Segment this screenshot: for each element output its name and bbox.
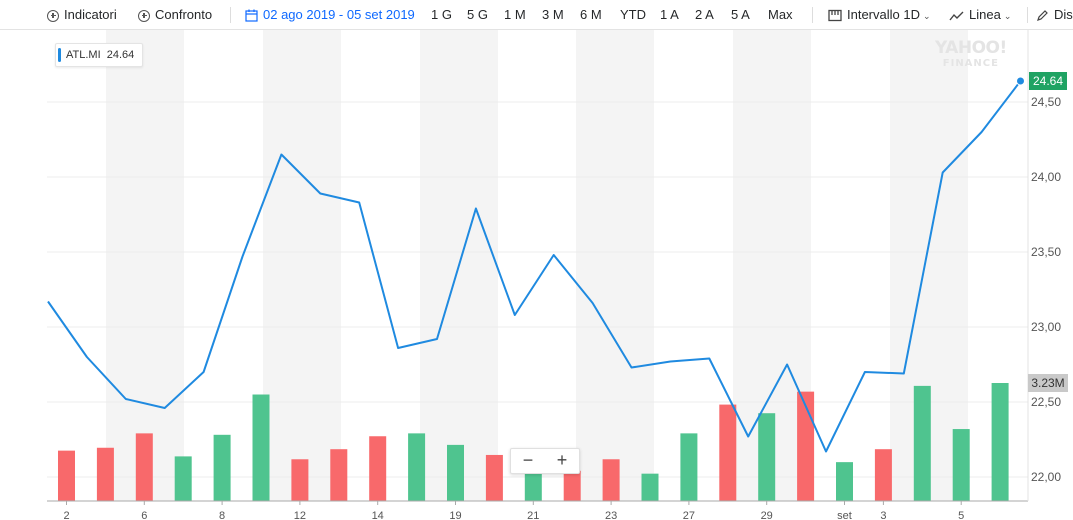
divider	[1027, 7, 1028, 23]
volume-bar	[602, 459, 620, 501]
x-tick-label: 8	[219, 510, 225, 520]
price-badge-label: 24.64	[1033, 74, 1063, 88]
volume-bar	[447, 444, 464, 501]
range-5y-button[interactable]: 5 A	[731, 7, 750, 22]
divider	[230, 7, 231, 23]
volume-bar	[991, 383, 1009, 501]
price-chart: 22,00 22,50 23,00 23,50 24,00 24,50 2 6 8 12 14 19 2…	[47, 30, 1068, 520]
chevron-down-icon: ⌄	[922, 11, 931, 21]
y-tick-label: 23,50	[1031, 245, 1061, 259]
volume-bar	[952, 429, 970, 501]
volume-bar	[874, 449, 892, 501]
week-band	[576, 30, 654, 501]
x-tick-label: 29	[761, 510, 773, 520]
y-tick-label: 24,50	[1031, 95, 1061, 109]
legend-ticker: ATL.MI	[66, 49, 101, 61]
zoom-out-button[interactable]: −	[522, 450, 534, 470]
range-1m-button[interactable]: 1 M	[504, 7, 526, 22]
calendar-icon	[245, 9, 258, 22]
price-series	[47, 76, 1025, 453]
volume-bar	[213, 434, 231, 501]
volume-bar	[58, 450, 75, 501]
x-tick-label: 2	[63, 510, 69, 520]
volume-bar	[641, 473, 659, 501]
zoom-controls: − +	[510, 448, 580, 474]
range-2y-button[interactable]: 2 A	[695, 7, 714, 22]
price-badge	[1029, 72, 1067, 90]
chart-type-dropdown[interactable]: Linea ⌄	[949, 6, 1011, 24]
compare-button[interactable]: Confronto	[138, 6, 212, 24]
volume-bar	[369, 436, 387, 501]
add-circle-icon	[138, 9, 150, 22]
legend-value: 24.64	[106, 49, 135, 61]
axes: 22,00 22,50 23,00 23,50 24,00 24,50 2 6 8 12 14 19 2…	[47, 30, 1068, 520]
volume-bar	[174, 456, 192, 501]
logo-line-2: FINANCE	[942, 58, 999, 69]
range-1d-button[interactable]: 1 G	[431, 7, 452, 22]
volume-bar	[524, 466, 542, 501]
volume-bar	[797, 391, 815, 501]
y-tick-label: 22,00	[1031, 470, 1061, 484]
volume-bar	[913, 385, 931, 501]
volume-bar	[408, 433, 426, 501]
chart-toolbar: Indicatori Confronto 02 ago 2019 - 05 se…	[0, 0, 1073, 30]
interval-icon	[828, 9, 842, 22]
last-price-point	[1016, 76, 1025, 86]
alternating-bands	[106, 30, 968, 501]
x-tick-label: 19	[449, 510, 461, 520]
date-range-picker[interactable]: 02 ago 2019 - 05 set 2019	[245, 6, 415, 24]
x-tick-label: 14	[372, 510, 384, 520]
volume-badge-label: 3.23M	[1031, 376, 1064, 390]
volume-badge	[1028, 374, 1068, 392]
y-tick-label: 24,00	[1031, 170, 1061, 184]
volume-bars	[58, 383, 1009, 501]
volume-bar	[680, 433, 698, 501]
range-ytd-button[interactable]: YTD	[620, 7, 646, 22]
chevron-down-icon: ⌄	[1003, 11, 1012, 21]
y-tick-label: 23,00	[1031, 320, 1061, 334]
series-color-swatch	[58, 48, 61, 62]
volume-bar	[485, 454, 503, 501]
interval-dropdown[interactable]: Intervallo 1D ⌄	[828, 6, 931, 24]
draw-button[interactable]: Dis	[1036, 6, 1073, 24]
volume-bar	[758, 413, 776, 501]
volume-bar	[719, 404, 737, 501]
series-legend[interactable]: ATL.MI 24.64	[55, 43, 144, 67]
x-tick-label: 3	[880, 510, 886, 520]
volume-bar	[252, 394, 270, 501]
x-tick-label: 27	[683, 510, 695, 520]
volume-bar	[96, 447, 114, 501]
volume-bar	[330, 449, 348, 501]
range-max-button[interactable]: Max	[768, 7, 793, 22]
indicators-button[interactable]: Indicatori	[47, 6, 117, 24]
range-6m-button[interactable]: 6 M	[580, 7, 602, 22]
x-tick-label: 5	[958, 510, 964, 520]
y-tick-label: 22,50	[1031, 395, 1061, 409]
range-1y-button[interactable]: 1 A	[660, 7, 679, 22]
x-tick-label: 23	[605, 510, 617, 520]
horizontal-gridlines	[47, 101, 1028, 478]
price-line	[47, 80, 1022, 453]
range-5d-button[interactable]: 5 G	[467, 7, 488, 22]
week-band	[263, 30, 341, 501]
add-circle-icon	[47, 9, 59, 22]
volume-bar	[836, 462, 853, 501]
x-tick-label: 6	[141, 510, 147, 520]
range-3m-button[interactable]: 3 M	[542, 7, 564, 22]
line-chart-icon	[949, 11, 964, 20]
volume-bar	[291, 459, 309, 501]
zoom-in-button[interactable]: +	[556, 450, 568, 470]
x-tick-label: 12	[294, 510, 306, 520]
pencil-icon	[1037, 10, 1048, 22]
x-tick-label: set	[837, 510, 852, 520]
divider	[812, 7, 813, 23]
week-band	[106, 30, 184, 501]
volume-bar	[563, 470, 581, 501]
yahoo-finance-logo: YAHOO! FINANCE	[935, 40, 1007, 69]
x-tick-label: 21	[527, 510, 539, 520]
logo-line-1: YAHOO!	[935, 38, 1007, 58]
volume-bar	[135, 433, 153, 501]
